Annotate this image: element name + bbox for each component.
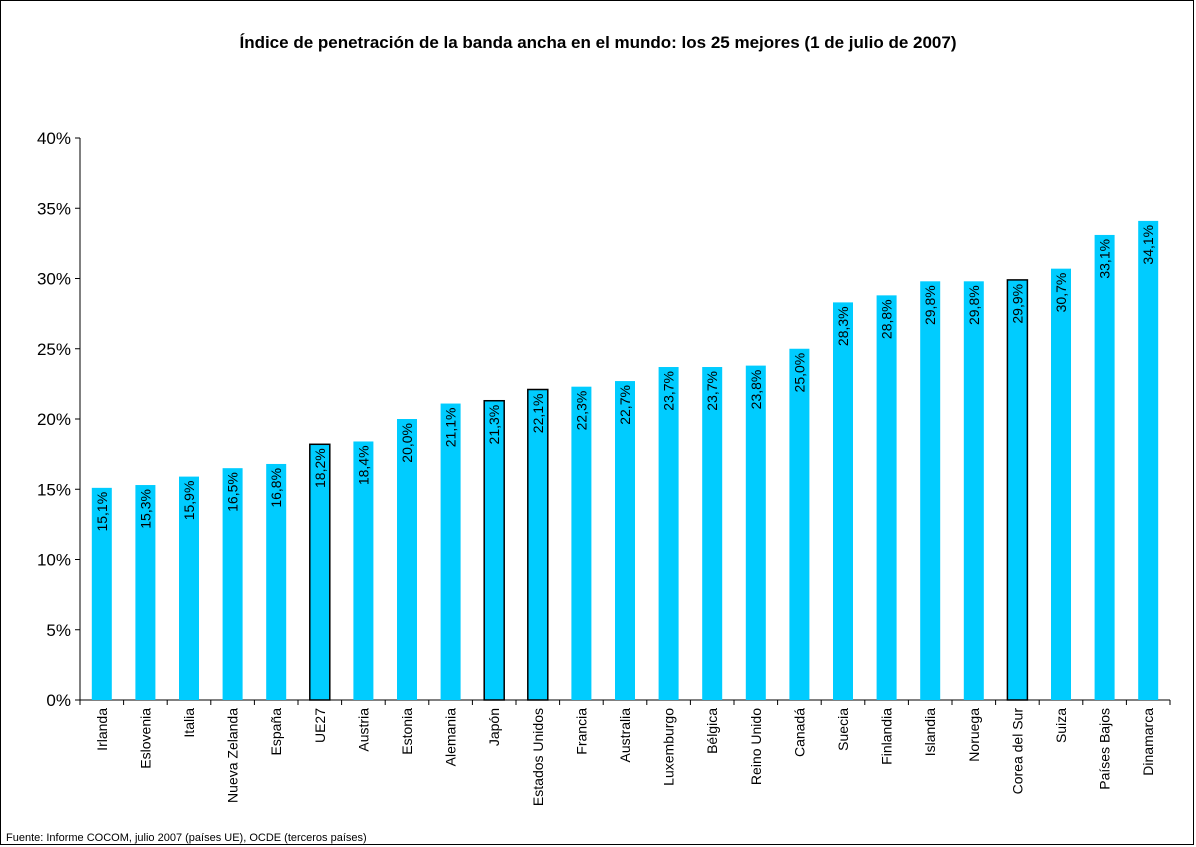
bar	[309, 443, 331, 701]
category-label: Estonia	[399, 708, 415, 755]
bar	[571, 386, 592, 700]
category-label: Noruega	[966, 708, 982, 762]
data-label: 23,7%	[704, 371, 720, 411]
bar	[179, 476, 199, 700]
data-label: 29,8%	[966, 285, 982, 325]
data-label: 33,1%	[1097, 239, 1113, 279]
category-label: UE27	[312, 708, 328, 743]
category-label: Dinamarca	[1140, 708, 1156, 776]
category-label: Luxemburgo	[661, 708, 677, 786]
category-label: Finlandia	[879, 708, 895, 765]
bar	[702, 367, 723, 700]
category-label: Corea del Sur	[1009, 708, 1025, 795]
bar	[135, 485, 156, 700]
category-label: Suiza	[1053, 708, 1069, 743]
y-tick-label: 30%	[37, 270, 71, 289]
category-label: Canadá	[791, 708, 807, 757]
data-label: 15,1%	[94, 492, 110, 532]
data-label: 21,1%	[443, 408, 459, 448]
data-label: 22,1%	[530, 393, 546, 433]
chart-bars: 15,1% Irlanda 15,3% Eslovenia 15,9% Italia 16,…	[91, 220, 1159, 806]
data-label: 21,3%	[486, 405, 502, 445]
bar	[1138, 220, 1159, 700]
category-label: Suecia	[835, 708, 851, 751]
category-label: Islandia	[922, 708, 938, 756]
y-tick-label: 40%	[37, 129, 71, 148]
category-label: Reino Unido	[748, 708, 764, 785]
bar	[1094, 234, 1115, 700]
data-label: 16,5%	[225, 472, 241, 512]
category-label: Bélgica	[704, 708, 720, 754]
category-label: España	[268, 708, 284, 756]
data-label: 34,1%	[1140, 225, 1156, 265]
data-label: 29,9%	[1009, 284, 1025, 324]
data-label: 18,4%	[355, 445, 371, 485]
y-tick-label: 25%	[37, 340, 71, 359]
y-tick-label: 15%	[37, 480, 71, 499]
bar	[658, 367, 679, 700]
data-label: 23,8%	[748, 370, 764, 410]
bar	[440, 403, 461, 700]
data-label: 29,8%	[922, 285, 938, 325]
category-label: Nueva Zelanda	[225, 708, 241, 803]
data-label: 30,7%	[1053, 273, 1069, 313]
category-label: Francia	[573, 708, 589, 755]
category-label: Austria	[355, 708, 371, 752]
data-label: 23,7%	[661, 371, 677, 411]
bar	[963, 281, 984, 700]
bar	[483, 399, 505, 701]
data-label: 22,7%	[617, 385, 633, 425]
category-label: Italia	[181, 708, 197, 738]
category-label: Países Bajos	[1097, 708, 1113, 790]
bar	[1051, 268, 1071, 700]
bar	[745, 365, 766, 700]
category-label: Australia	[617, 708, 633, 763]
data-label: 15,3%	[137, 489, 153, 529]
chart-title: Índice de penetración de la banda ancha …	[239, 33, 957, 52]
bar	[91, 487, 112, 700]
y-tick-label: 10%	[37, 551, 71, 570]
chart-axes: 0% 5% 10% 15% 20% 25% 30% 35% 40%	[37, 129, 1171, 710]
bar	[353, 441, 374, 700]
category-label: Eslovenia	[137, 708, 153, 769]
data-label: 16,8%	[268, 468, 284, 508]
bar	[397, 419, 417, 700]
y-tick-label: 20%	[37, 410, 71, 429]
data-label: 15,9%	[181, 481, 197, 521]
bar	[615, 381, 635, 700]
bar	[222, 468, 243, 700]
bar	[833, 302, 853, 700]
bar	[266, 463, 287, 700]
data-label: 28,3%	[835, 306, 851, 346]
data-label: 20,0%	[399, 423, 415, 463]
category-label: Alemania	[443, 708, 459, 767]
y-tick-label: 5%	[46, 621, 71, 640]
bar	[876, 295, 897, 700]
data-label: 22,3%	[573, 391, 589, 431]
y-tick-label: 35%	[37, 199, 71, 218]
data-label: 28,8%	[879, 299, 895, 339]
y-tick-label: 0%	[46, 691, 71, 710]
bar	[527, 388, 549, 701]
source-note: Fuente: Informe COCOM, julio 2007 (paíse…	[6, 832, 367, 844]
category-label: Japón	[486, 708, 502, 746]
bar	[920, 281, 941, 700]
data-label: 25,0%	[791, 353, 807, 393]
category-label: Irlanda	[94, 708, 110, 751]
data-label: 18,2%	[312, 448, 328, 488]
bar	[1006, 279, 1029, 701]
bar	[789, 348, 810, 700]
category-label: Estados Unidos	[530, 708, 546, 806]
